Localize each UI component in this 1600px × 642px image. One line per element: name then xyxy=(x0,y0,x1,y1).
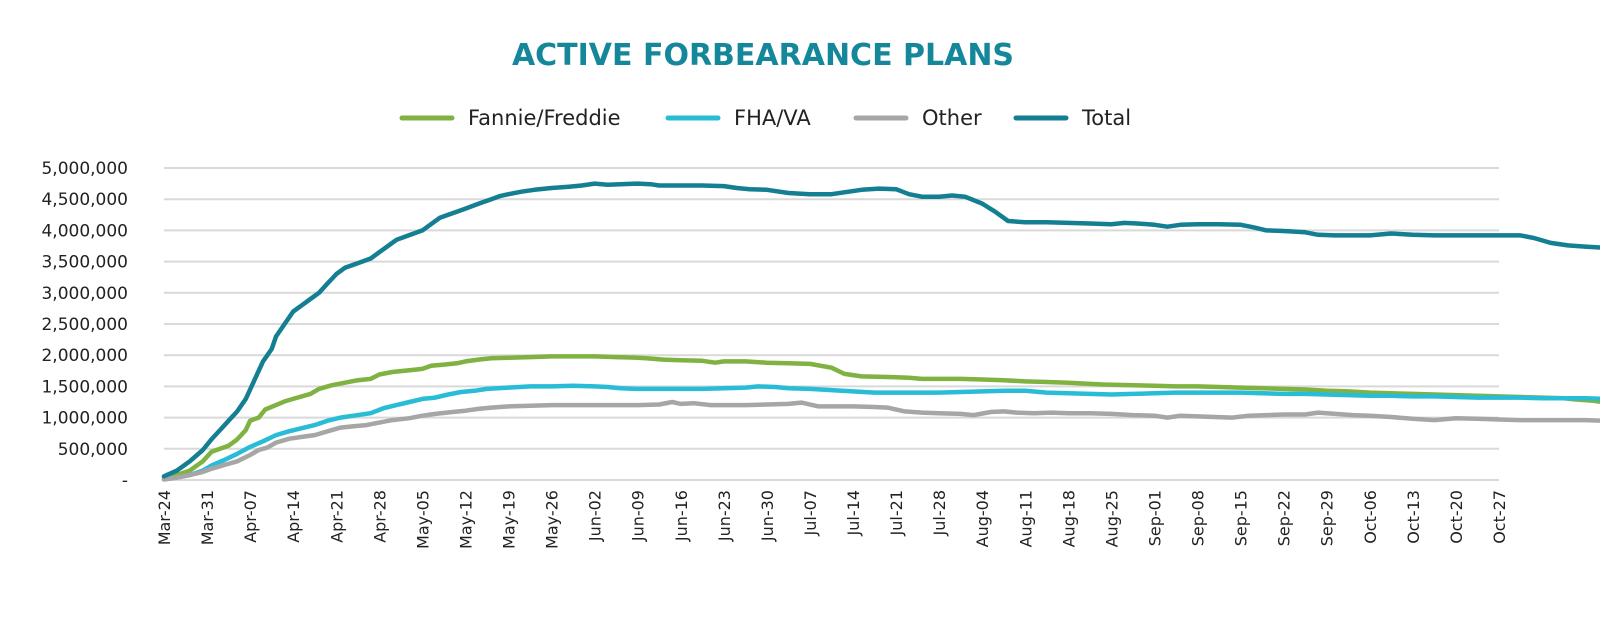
x-tick-label: Jun-02 xyxy=(586,490,605,542)
x-tick-label: Sep-15 xyxy=(1232,490,1251,546)
x-tick-label: Apr-28 xyxy=(370,490,389,543)
x-tick-label: Jun-23 xyxy=(715,490,734,542)
x-tick-label: Mar-31 xyxy=(198,490,217,545)
legend-label: Fannie/Freddie xyxy=(468,106,621,130)
y-tick-label: 1,500,000 xyxy=(41,377,128,397)
y-tick-label: 4,500,000 xyxy=(41,190,128,210)
legend-label: FHA/VA xyxy=(734,106,811,130)
y-tick-label: 1,000,000 xyxy=(41,409,128,429)
y-tick-label: 3,500,000 xyxy=(41,253,128,273)
chart-legend: Fannie/Freddie FHA/VA Other Total xyxy=(399,106,1131,130)
series-lines xyxy=(161,181,1600,482)
y-tick-label: - xyxy=(122,471,128,491)
series-line-total xyxy=(161,181,1600,479)
x-tick-label: Oct-13 xyxy=(1404,490,1423,544)
x-tick-label: Jul-14 xyxy=(844,490,863,536)
x-tick-label: Sep-08 xyxy=(1189,490,1208,546)
y-tick-label: 4,000,000 xyxy=(41,221,128,241)
y-gridlines xyxy=(164,167,1499,481)
x-tick-label: Jun-16 xyxy=(672,490,691,542)
y-tick-label: 500,000 xyxy=(58,440,128,460)
y-tick-label: 2,000,000 xyxy=(41,346,128,366)
x-tick-label: Mar-24 xyxy=(155,490,174,545)
x-tick-label: Aug-18 xyxy=(1059,490,1078,547)
x-tick-label: Jul-28 xyxy=(930,490,949,536)
x-tick-label: Sep-29 xyxy=(1318,490,1337,546)
y-tick-label: 3,000,000 xyxy=(41,284,128,304)
y-axis-tick-labels: - 500,000 1,000,000 1,500,000 2,000,000 2,500… xyxy=(41,159,128,491)
x-tick-label: Apr-21 xyxy=(327,490,346,543)
x-tick-label: May-19 xyxy=(500,490,519,549)
y-tick-label: 5,000,000 xyxy=(41,159,128,179)
x-tick-label: Oct-20 xyxy=(1447,490,1466,544)
x-axis-tick-labels: Mar-24 Mar-31 Apr-07 Apr-14 Apr-21 Apr-28 May-… xyxy=(155,490,1509,549)
x-tick-label: May-12 xyxy=(456,490,475,549)
x-tick-label: Aug-04 xyxy=(973,490,992,547)
x-tick-label: Jun-09 xyxy=(629,490,648,542)
x-tick-label: Aug-11 xyxy=(1016,490,1035,547)
x-tick-label: May-26 xyxy=(543,490,562,549)
chart-title: ACTIVE FORBEARANCE PLANS xyxy=(512,38,1014,73)
legend-label: Other xyxy=(922,106,982,130)
x-tick-label: Sep-22 xyxy=(1275,490,1294,546)
x-tick-label: Oct-27 xyxy=(1490,490,1509,544)
x-tick-label: Oct-06 xyxy=(1361,490,1380,544)
x-tick-label: Apr-07 xyxy=(241,490,260,543)
series-line-other xyxy=(161,399,1600,482)
series-line-fha-va xyxy=(161,383,1600,482)
x-tick-label: Jun-30 xyxy=(758,490,777,542)
x-tick-label: May-05 xyxy=(413,490,432,549)
x-tick-label: Sep-01 xyxy=(1145,490,1164,546)
x-tick-label: Jul-07 xyxy=(801,490,820,536)
x-tick-label: Aug-25 xyxy=(1102,490,1121,547)
y-tick-label: 2,500,000 xyxy=(41,315,128,335)
legend-label: Total xyxy=(1081,106,1131,130)
x-tick-label: Apr-14 xyxy=(284,490,303,543)
x-tick-label: Jul-21 xyxy=(887,490,906,536)
